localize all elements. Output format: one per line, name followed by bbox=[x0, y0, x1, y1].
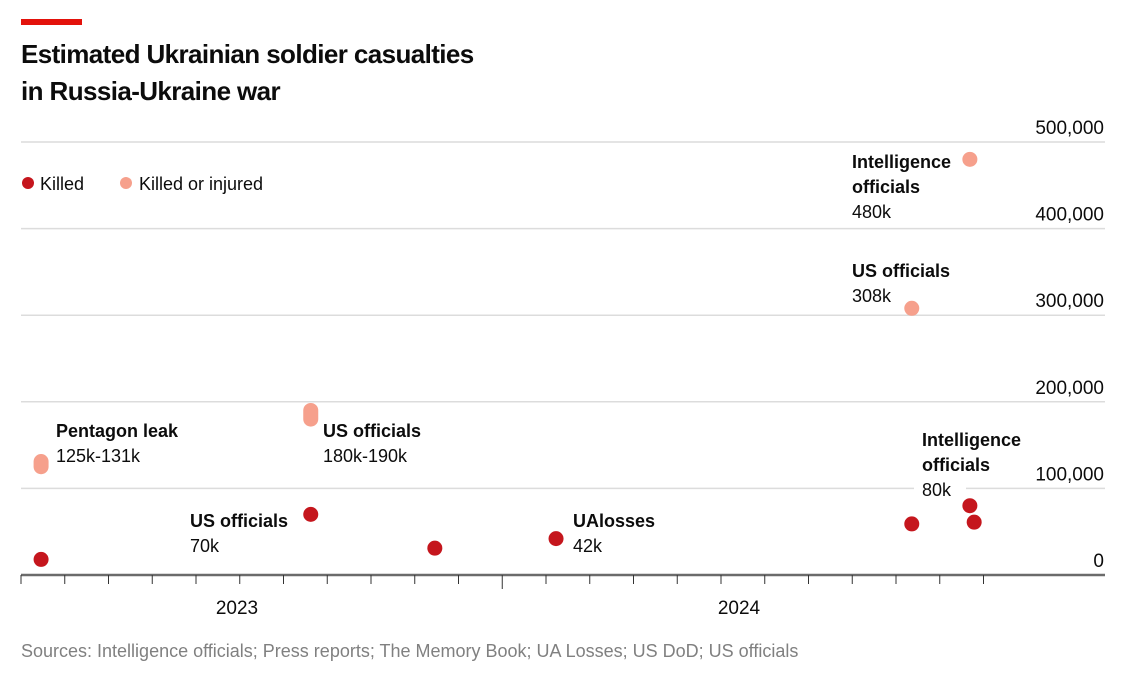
annotation-value: 125k-131k bbox=[56, 446, 141, 466]
legend-swatch-killed-or-injured bbox=[120, 177, 132, 189]
y-tick-label: 0 bbox=[1093, 551, 1104, 572]
y-tick-label: 300,000 bbox=[1035, 291, 1104, 312]
accent-bar bbox=[21, 19, 82, 25]
annotation-value: 180k-190k bbox=[323, 446, 408, 466]
y-tick-label: 200,000 bbox=[1035, 378, 1104, 399]
annotation-label: Intelligence bbox=[922, 430, 1021, 450]
data-point bbox=[904, 300, 920, 316]
chart-title: Estimated Ukrainian soldier casualties i… bbox=[21, 36, 621, 110]
data-point bbox=[962, 498, 978, 514]
annotation-label: Pentagon leak bbox=[56, 421, 179, 441]
annotation-label: UAlosses bbox=[573, 511, 655, 531]
annotation-value: 80k bbox=[922, 480, 952, 500]
data-point bbox=[548, 531, 564, 547]
range-mark bbox=[303, 402, 319, 427]
x-tick-label: 2023 bbox=[216, 598, 258, 619]
annotation-label: officials bbox=[852, 177, 920, 197]
title-line-2: in Russia-Ukraine war bbox=[21, 76, 281, 106]
range-mark bbox=[33, 454, 49, 475]
legend-swatch-killed bbox=[22, 177, 34, 189]
source-note: Sources: Intelligence officials; Press r… bbox=[21, 641, 799, 661]
legend: Killed Killed or injured bbox=[22, 174, 263, 194]
annotation-label: Intelligence bbox=[852, 152, 951, 172]
annotation-label: officials bbox=[922, 455, 990, 475]
annotation-label: US officials bbox=[852, 261, 950, 281]
annotation-value: 42k bbox=[573, 536, 603, 556]
data-point bbox=[966, 514, 982, 530]
data-point bbox=[303, 506, 319, 522]
y-tick-label: 100,000 bbox=[1035, 464, 1104, 485]
data-point bbox=[427, 540, 443, 556]
title-line-1: Estimated Ukrainian soldier casualties bbox=[21, 39, 474, 69]
annotation-label: US officials bbox=[323, 421, 421, 441]
legend-label-killed-or-injured: Killed or injured bbox=[139, 174, 263, 194]
data-point bbox=[962, 151, 978, 167]
label-knockout bbox=[914, 477, 966, 501]
x-tick-label: 2024 bbox=[718, 598, 761, 619]
annotation-value: 70k bbox=[190, 536, 220, 556]
data-point bbox=[33, 551, 49, 567]
y-tick-label: 500,000 bbox=[1035, 118, 1104, 139]
y-tick-label: 400,000 bbox=[1035, 205, 1104, 226]
annotation-value: 480k bbox=[852, 202, 892, 222]
annotation-label: US officials bbox=[190, 511, 288, 531]
annotation-value: 308k bbox=[852, 286, 892, 306]
data-point bbox=[904, 516, 920, 532]
legend-label-killed: Killed bbox=[40, 174, 84, 194]
